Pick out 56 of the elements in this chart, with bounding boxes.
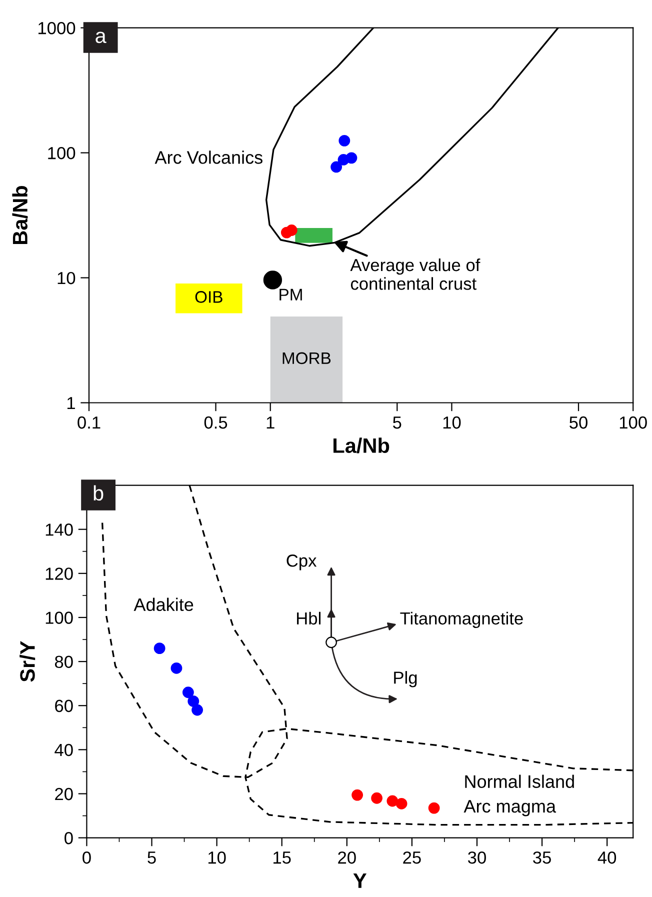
x-tick-label: 0.5 [204, 416, 228, 429]
point [326, 636, 337, 648]
series-label: PM [280, 288, 302, 300]
annotation: Average value of continental crust [350, 258, 480, 290]
point [386, 795, 398, 807]
chart-title: a [96, 32, 106, 44]
x-tick-label: 35 [533, 851, 551, 864]
x-tick-label: 25 [403, 851, 421, 864]
y-axis-title: Ba/Nb [12, 186, 28, 244]
y-tick-label: 80 [54, 656, 73, 668]
y-tick-label: 60 [55, 700, 73, 712]
x-tick-label: 10 [443, 416, 461, 429]
x-tick-label: 10 [208, 851, 226, 864]
y-tick-label: 140 [46, 524, 73, 536]
y-tick-label: 10 [58, 272, 76, 284]
y-tick-label: 0 [64, 832, 73, 844]
x-tick-label: 5 [148, 852, 156, 864]
series-label: Arc Volcanics [154, 150, 262, 164]
series-label: MORB [282, 352, 331, 364]
y-tick-label: 100 [48, 146, 76, 160]
point [396, 798, 408, 810]
x-tick-label: 0 [82, 851, 91, 864]
y-tick-label: 20 [55, 788, 73, 800]
annotation: Titanomagnetite [400, 612, 523, 628]
point [182, 686, 194, 698]
x-tick-label: 5 [393, 416, 402, 429]
y-tick-label: 40 [54, 744, 73, 756]
series-label: OIB [195, 291, 222, 303]
chart-title: b [94, 485, 104, 501]
y-axis-title: Sr/Y [20, 641, 36, 682]
point [170, 662, 182, 674]
annotation: Hbl [297, 612, 320, 625]
y-tick-label: 100 [46, 612, 73, 624]
point [371, 792, 383, 804]
annotation: Plg [394, 671, 417, 688]
x-tick-label: 15 [274, 852, 291, 864]
x-axis-title: Y [353, 873, 367, 888]
x-tick-label: 50 [570, 416, 588, 429]
point [428, 802, 440, 814]
x-tick-label: 20 [338, 851, 356, 864]
point [352, 789, 364, 801]
x-tick-label: 100 [620, 416, 647, 429]
annotation: Cpx [286, 554, 317, 570]
y-tick-label: 1000 [38, 22, 76, 34]
series-label: Adakite [134, 598, 194, 612]
point [192, 704, 203, 716]
x-tick-label: 40 [598, 851, 616, 864]
x-tick-label: 0.1 [78, 416, 100, 429]
y-tick-label: 120 [46, 568, 73, 580]
x-tick-label: 30 [468, 851, 486, 864]
x-tick-label: 1 [266, 416, 274, 429]
point [188, 695, 200, 707]
series-label: Normal Island Arc magma [464, 774, 574, 816]
point [154, 642, 166, 654]
x-axis-title: La/Nb [334, 438, 390, 454]
y-tick-label: 1 [67, 397, 75, 410]
